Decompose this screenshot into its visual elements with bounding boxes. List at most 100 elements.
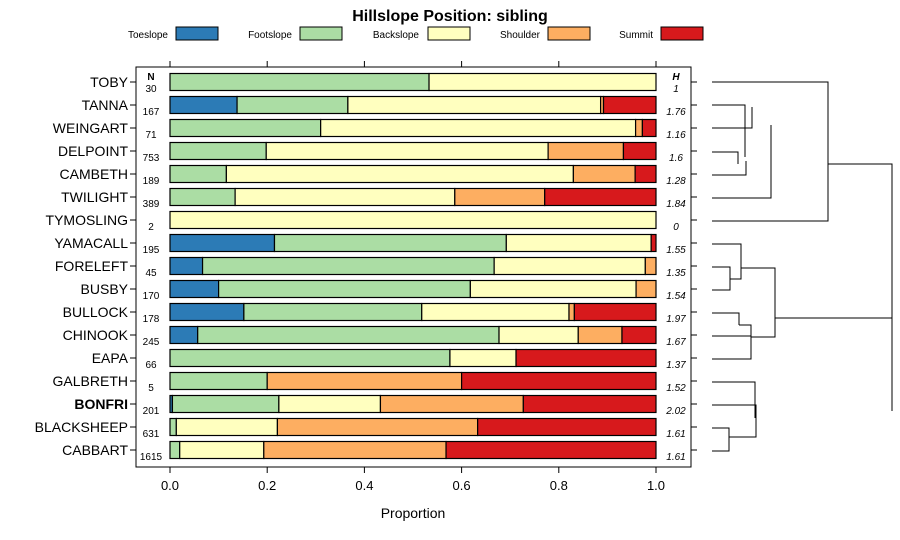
row-galbreth: GALBRETH 5 1.52 xyxy=(53,371,697,394)
row-h-value: 1.35 xyxy=(666,268,686,279)
bar-segment-shoulder xyxy=(634,118,643,138)
bar-segment-summit xyxy=(650,233,657,253)
x-tick-label: 0.8 xyxy=(550,478,568,493)
row-n-value: 5 xyxy=(148,383,154,394)
bar-segment-footslope xyxy=(197,325,500,345)
legend-label-toeslope: Toeslope xyxy=(128,30,168,41)
bar-segment-toeslope xyxy=(169,325,199,345)
bar-segment-toeslope xyxy=(169,95,238,115)
row-yamacall: YAMACALL 195 1.55 xyxy=(54,233,697,256)
row-label-blacksheep: BLACKSHEEP xyxy=(35,419,128,435)
bar-segment-backslope xyxy=(169,210,657,230)
x-tick-label: 0.4 xyxy=(355,478,373,493)
row-h-value: 1.67 xyxy=(666,337,686,348)
bar-segment-toeslope xyxy=(169,256,204,276)
bar-segment-shoulder xyxy=(547,141,625,161)
bar-segment-backslope xyxy=(234,187,456,207)
x-tick-label: 0.2 xyxy=(258,478,276,493)
row-h-value: 1.6 xyxy=(669,153,683,164)
bar-segment-summit xyxy=(641,118,657,138)
bar-segment-shoulder xyxy=(644,256,657,276)
bar-segment-backslope xyxy=(179,440,265,460)
bar-segment-footslope xyxy=(201,256,495,276)
row-foreleft: FORELEFT 45 1.35 xyxy=(55,256,697,279)
row-h-value: 1 xyxy=(673,84,679,95)
bar-segment-summit xyxy=(602,95,657,115)
bar-segment-footslope xyxy=(169,72,430,92)
row-label-weingart: WEINGART xyxy=(53,120,129,136)
bar-segment-summit xyxy=(622,141,657,161)
row-label-foreleft: FORELEFT xyxy=(55,258,129,274)
n-column-header: N xyxy=(147,72,154,83)
row-n-value: 66 xyxy=(145,360,157,371)
row-n-value: 30 xyxy=(145,84,157,95)
bar-segment-summit xyxy=(515,348,657,368)
row-bullock: BULLOCK 178 1.97 xyxy=(63,302,697,325)
bar-segment-shoulder xyxy=(266,371,463,391)
dendrogram-branches xyxy=(712,81,893,452)
row-tymosling: TYMOSLING 2 0 xyxy=(46,210,697,233)
legend-label-shoulder: Shoulder xyxy=(500,30,541,41)
row-cambeth: CAMBETH 189 1.28 xyxy=(60,164,697,187)
bar-segment-footslope xyxy=(169,187,236,207)
bar-segment-summit xyxy=(477,417,657,437)
bar-segment-footslope xyxy=(169,348,451,368)
bar-segment-shoulder xyxy=(263,440,447,460)
row-h-value: 0 xyxy=(673,222,679,233)
row-toby: TOBY 30 1 xyxy=(90,72,697,95)
row-label-delpoint: DELPOINT xyxy=(58,143,128,159)
x-axis-label: Proportion xyxy=(381,505,446,521)
row-n-value: 195 xyxy=(143,245,160,256)
x-tick-label: 0.6 xyxy=(453,478,471,493)
bar-segment-backslope xyxy=(469,279,637,299)
bar-segment-backslope xyxy=(320,118,637,138)
bar-segment-backslope xyxy=(493,256,646,276)
row-label-tymosling: TYMOSLING xyxy=(46,212,128,228)
bar-segment-summit xyxy=(544,187,657,207)
row-h-value: 1.61 xyxy=(666,429,685,440)
row-label-eapa: EAPA xyxy=(92,350,129,366)
row-h-value: 1.52 xyxy=(666,383,686,394)
bar-segment-footslope xyxy=(243,302,423,322)
legend-swatch-toeslope xyxy=(175,26,219,41)
bar-segment-summit xyxy=(573,302,657,322)
bar-segment-footslope xyxy=(169,417,177,437)
row-label-toby: TOBY xyxy=(90,74,129,90)
plot-frame xyxy=(135,66,692,468)
row-label-bonfri: BONFRI xyxy=(74,396,128,412)
row-label-chinook: CHINOOK xyxy=(63,327,129,343)
x-tick-label: 0.0 xyxy=(161,478,179,493)
legend: Toeslope Footslope Backslope Shoulder Summit xyxy=(128,26,704,41)
bar-segment-toeslope xyxy=(169,279,220,299)
bar-segment-toeslope xyxy=(169,302,245,322)
row-h-value: 1.28 xyxy=(666,176,686,187)
row-twilight: TWILIGHT 389 1.84 xyxy=(61,187,697,210)
bar-segment-footslope xyxy=(171,394,280,414)
row-h-value: 1.61 xyxy=(666,452,685,463)
bar-segment-backslope xyxy=(505,233,652,253)
bar-segment-backslope xyxy=(175,417,279,437)
bar-segment-shoulder xyxy=(276,417,479,437)
row-h-value: 1.97 xyxy=(666,314,686,325)
row-label-yamacall: YAMACALL xyxy=(54,235,128,251)
row-h-value: 1.55 xyxy=(666,245,686,256)
row-label-busby: BUSBY xyxy=(81,281,129,297)
bar-segment-backslope xyxy=(265,141,549,161)
bar-segment-shoulder xyxy=(568,302,575,322)
row-h-value: 1.76 xyxy=(666,107,686,118)
row-n-value: 753 xyxy=(143,153,160,164)
bar-segment-backslope xyxy=(449,348,517,368)
bar-segment-backslope xyxy=(278,394,382,414)
row-chinook: CHINOOK 245 1.67 xyxy=(63,325,697,348)
bar-segment-backslope xyxy=(347,95,602,115)
bar-segment-summit xyxy=(461,371,657,391)
bar-segment-shoulder xyxy=(635,279,657,299)
bar-segment-shoulder xyxy=(379,394,524,414)
row-label-cabbart: CABBART xyxy=(62,442,128,458)
bar-segment-footslope xyxy=(236,95,349,115)
row-n-value: 170 xyxy=(143,291,160,302)
row-n-value: 2 xyxy=(148,222,154,233)
legend-label-backslope: Backslope xyxy=(373,30,420,41)
x-tick-label: 1.0 xyxy=(647,478,665,493)
